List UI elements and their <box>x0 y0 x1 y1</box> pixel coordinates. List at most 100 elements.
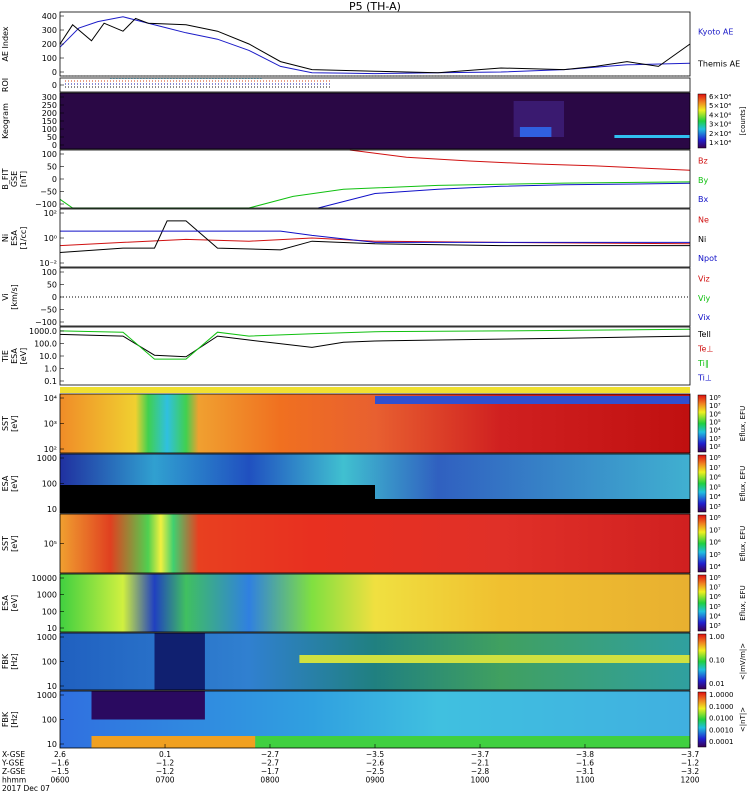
bfit-series-Bz <box>349 149 691 171</box>
esa_i-ytick-label: 10 <box>47 505 57 514</box>
ni-ylabel: [1/cc] <box>19 227 28 250</box>
keogram-colorbar-label: [counts] <box>739 106 747 135</box>
vi-ytick-label: 0 <box>52 293 57 302</box>
fbk_e-colorbar-tick: 1.00 <box>709 633 725 641</box>
fbk_b-colorbar-tick: 1.0000 <box>709 691 734 699</box>
panel-sst_e: 10⁵ SST [eV] 10⁸ 10⁷ 10⁶ 10⁵ 10⁴ Eflux, EFU <box>1 513 747 574</box>
x-tick-label: −1.7 <box>261 767 279 776</box>
fbk-e-dark <box>154 633 205 690</box>
vi-ytick-label: 100 <box>42 268 57 277</box>
ae-ytick-label: 0 <box>52 68 57 77</box>
sst_e-ylabel: [eV] <box>10 535 19 552</box>
x-tick-label: −3.5 <box>366 750 384 759</box>
x-row-label: X-GSE <box>2 750 25 759</box>
x-tick-label: −3.8 <box>576 750 594 759</box>
x-tick-label: 0600 <box>50 776 69 785</box>
vi-legend-2: Vix <box>698 313 711 322</box>
ae-series-Themis AE <box>59 17 691 74</box>
keogram-colorbar-tick: 2×10⁴ <box>709 130 731 138</box>
ti-legend-0: Tell <box>697 330 711 339</box>
sst_i-colorbar-tick: 10⁷ <box>709 402 721 410</box>
x-tick-label: −2.7 <box>261 750 279 759</box>
ti-legend-2: Ti∥ <box>697 359 709 368</box>
fbk_e-ylabel: FBK <box>1 653 10 669</box>
x-tick-label: −2.7 <box>261 759 279 768</box>
keogram-ytick-label: 300 <box>42 93 57 102</box>
ti-ytick-label: 100.0 <box>34 340 57 349</box>
fbk_e-colorbar-tick: 0.10 <box>709 657 725 665</box>
sst_e-ytick-label: 10⁵ <box>44 540 57 549</box>
keogram-band <box>614 135 690 138</box>
fbk_e-colorbar-tick: 0.01 <box>709 680 725 688</box>
fbk_b-colorbar-tick: 0.0001 <box>709 738 734 746</box>
panel-fbk_e: 1000 100 10 FBK [Hz] 1.00 0.10 0.01 <|mV/m|> <box>1 632 747 691</box>
bfit-series-Bx <box>318 182 691 209</box>
ni-legend-0: Ne <box>698 216 709 225</box>
fbk_b-ytick-label: 1000 <box>37 691 57 700</box>
sst_e-colorbar <box>697 514 707 573</box>
keogram-ylabel: Keogram <box>1 103 10 139</box>
vi-ytick-label: −100 <box>35 318 57 327</box>
sst_i-ytick-label: 10² <box>44 445 57 454</box>
keogram-ytick-label: 150 <box>42 117 57 126</box>
x-tick-label: −2.8 <box>471 767 489 776</box>
x-tick-label: −3.1 <box>576 767 594 776</box>
ni-series-Ni <box>59 220 690 253</box>
ae-ytick-label: 100 <box>42 54 57 63</box>
x-tick-label: 1100 <box>575 776 594 785</box>
fbk_b-ylabel: [Hz] <box>10 711 19 727</box>
x-tick-label: 0.1 <box>159 750 171 759</box>
keogram-ytick-label: 100 <box>42 125 57 134</box>
chart-title: P5 (TH-A) <box>349 0 401 13</box>
x-tick-label: 1000 <box>470 776 489 785</box>
fbk-e-band <box>299 655 690 663</box>
esa_i-colorbar-tick: 10⁵ <box>709 483 721 491</box>
esa_e-heatmap <box>60 574 690 632</box>
esa_i-colorbar-tick: 10⁸ <box>709 454 721 462</box>
keogram-heatmap <box>60 93 690 149</box>
esa_i-colorbar-tick: 10⁷ <box>709 464 721 472</box>
sst_e-heatmap <box>60 514 690 573</box>
ni-series-Npot <box>60 230 690 243</box>
sst_i-colorbar-tick: 10⁶ <box>709 410 721 418</box>
sst_i-colorbar-tick: 10² <box>709 443 721 451</box>
esa_i-colorbar-tick: 10³ <box>709 503 721 511</box>
esa_i-ytick-label: 1000 <box>37 454 57 463</box>
x-tick-label: −1.2 <box>156 767 174 776</box>
fbk_b-colorbar-label: <|nT|> <box>739 707 747 732</box>
ti-ylabel: [eV] <box>19 348 28 365</box>
fbk_b-colorbar-tick: 0.0100 <box>709 715 734 723</box>
fbk_b-colorbar <box>697 691 707 748</box>
bfit-ytick-label: 50 <box>47 163 57 172</box>
ti-ylabel: TiE <box>1 350 10 363</box>
vi-ylabel: Vi <box>1 293 10 301</box>
keogram-ytick-label: 0 <box>52 141 57 150</box>
panel-ae: 400 300 200 100 0 AE Index Kyoto AE Themis AE <box>1 11 740 77</box>
bfit-ytick-label: 100 <box>42 150 57 159</box>
ti-frame <box>59 326 691 386</box>
keogram-ytick-label: 250 <box>42 101 57 110</box>
esa_e-colorbar-tick: 10⁴ <box>709 612 721 620</box>
sst_e-colorbar-tick: 10⁸ <box>709 514 721 522</box>
x-tick-label: −1.6 <box>51 759 69 768</box>
keogram-blob <box>519 127 552 137</box>
ae-legend-0: Kyoto AE <box>698 27 733 36</box>
x-tick-label: −1.6 <box>576 759 594 768</box>
x-row-label: 2017 Dec 07 <box>2 784 50 793</box>
ti-series-Ti∥ <box>59 328 691 360</box>
x-tick-label: 0800 <box>260 776 279 785</box>
roi-ylabel: ROI <box>1 78 10 92</box>
x-tick-label: −1.2 <box>156 759 174 768</box>
sst-i-band <box>375 396 690 404</box>
sst_i-colorbar-tick: 10⁴ <box>709 427 721 435</box>
keogram-colorbar-tick: 1×10⁴ <box>709 139 731 147</box>
keogram-colorbar-tick: 3×10⁴ <box>709 121 731 129</box>
x-row-label: Z-GSE <box>2 767 26 776</box>
sst_e-colorbar-tick: 10⁷ <box>709 526 721 534</box>
ni-series-Ne <box>59 237 691 247</box>
esa_e-ytick-label: 1000 <box>37 591 57 600</box>
ti-ytick-label: 1000.0 <box>29 327 57 336</box>
esa_e-colorbar-tick: 10⁵ <box>709 603 721 611</box>
sst_i-ylabel: SST <box>1 416 10 431</box>
